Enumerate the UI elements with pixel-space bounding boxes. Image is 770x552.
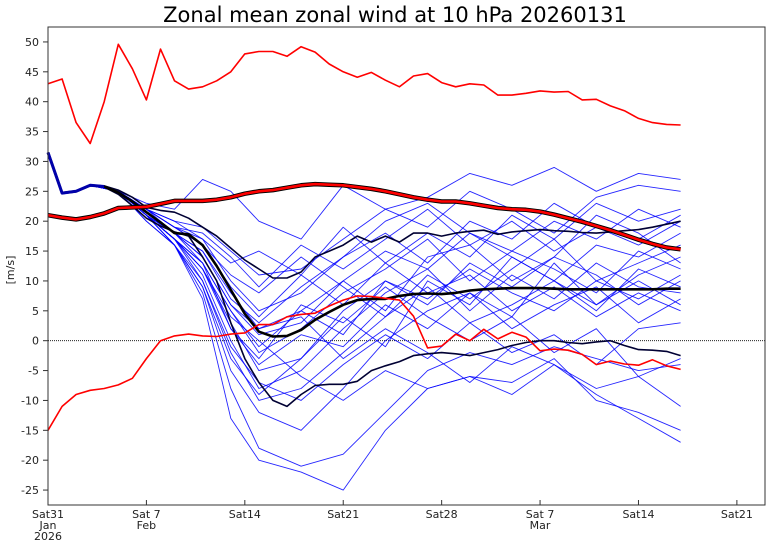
axes: -25 -20 -15 -10 -5 0 5 10 15 20 25 30 35 40 45 50 Sat31J… bbox=[21, 26, 766, 543]
ensemble-member-line bbox=[47, 152, 681, 354]
y-tick-label: 50 bbox=[25, 36, 39, 49]
x-tick-label: Sat21 bbox=[721, 508, 753, 521]
x-tick-label: Sat 7 bbox=[526, 508, 555, 521]
climatology-min-line bbox=[47, 295, 681, 431]
ensemble-member-line bbox=[47, 152, 681, 407]
y-tick-label: 20 bbox=[25, 215, 39, 228]
ensemble-member-line bbox=[47, 152, 681, 276]
y-tick-label: 25 bbox=[25, 185, 39, 198]
ensemble-member-line bbox=[47, 152, 681, 324]
ensemble-lower-line bbox=[47, 152, 681, 408]
x-tick-label: Sat28 bbox=[426, 508, 458, 521]
y-tick-label: 30 bbox=[25, 155, 39, 168]
x-tick-label: Sat 7 bbox=[132, 508, 161, 521]
y-tick-label: 45 bbox=[25, 66, 39, 79]
y-axis-label: [m/s] bbox=[4, 256, 17, 285]
y-tick-label: -5 bbox=[28, 365, 39, 378]
chart-title: Zonal mean zonal wind at 10 hPa 20260131 bbox=[163, 3, 627, 27]
ensemble-mean-line bbox=[46, 152, 681, 338]
x-tick-label: Mar bbox=[530, 519, 551, 532]
y-tick-label: 40 bbox=[25, 96, 39, 109]
plot-area bbox=[46, 43, 765, 491]
y-tick-label: 10 bbox=[25, 275, 39, 288]
ensemble-member-line bbox=[47, 152, 681, 366]
y-tick-label: 15 bbox=[25, 245, 39, 258]
x-tick-label: Sat21 bbox=[327, 508, 359, 521]
x-tick-label: Jan bbox=[39, 519, 57, 532]
climatology-max-line bbox=[47, 43, 681, 145]
y-tick-label: -10 bbox=[21, 394, 39, 407]
x-tick-label: Sat31 bbox=[32, 508, 64, 521]
y-tick-label: -20 bbox=[21, 454, 39, 467]
ensemble-member-line bbox=[47, 152, 681, 276]
y-tick-label: 5 bbox=[32, 305, 39, 318]
ensemble-start-line bbox=[46, 152, 105, 195]
plot-frame bbox=[47, 26, 766, 506]
y-tick-label: -15 bbox=[21, 424, 39, 437]
ensemble-member-line bbox=[47, 152, 681, 348]
ensemble-member-line bbox=[47, 152, 681, 288]
y-tick-label: 0 bbox=[32, 335, 39, 348]
x-tick-label: Sat14 bbox=[229, 508, 261, 521]
ensemble-member-line bbox=[47, 152, 681, 431]
x-tick-label: Sat14 bbox=[622, 508, 654, 521]
ensemble-upper-line bbox=[47, 152, 681, 279]
y-tick-label: -25 bbox=[21, 484, 39, 497]
ensemble-member-line bbox=[47, 152, 681, 443]
x-tick-label: Feb bbox=[137, 519, 156, 532]
ensemble-member-line bbox=[47, 152, 681, 491]
y-tick-label: 35 bbox=[25, 126, 39, 139]
climatology-mean-line bbox=[47, 182, 681, 251]
x-tick-label: 2026 bbox=[34, 530, 62, 543]
